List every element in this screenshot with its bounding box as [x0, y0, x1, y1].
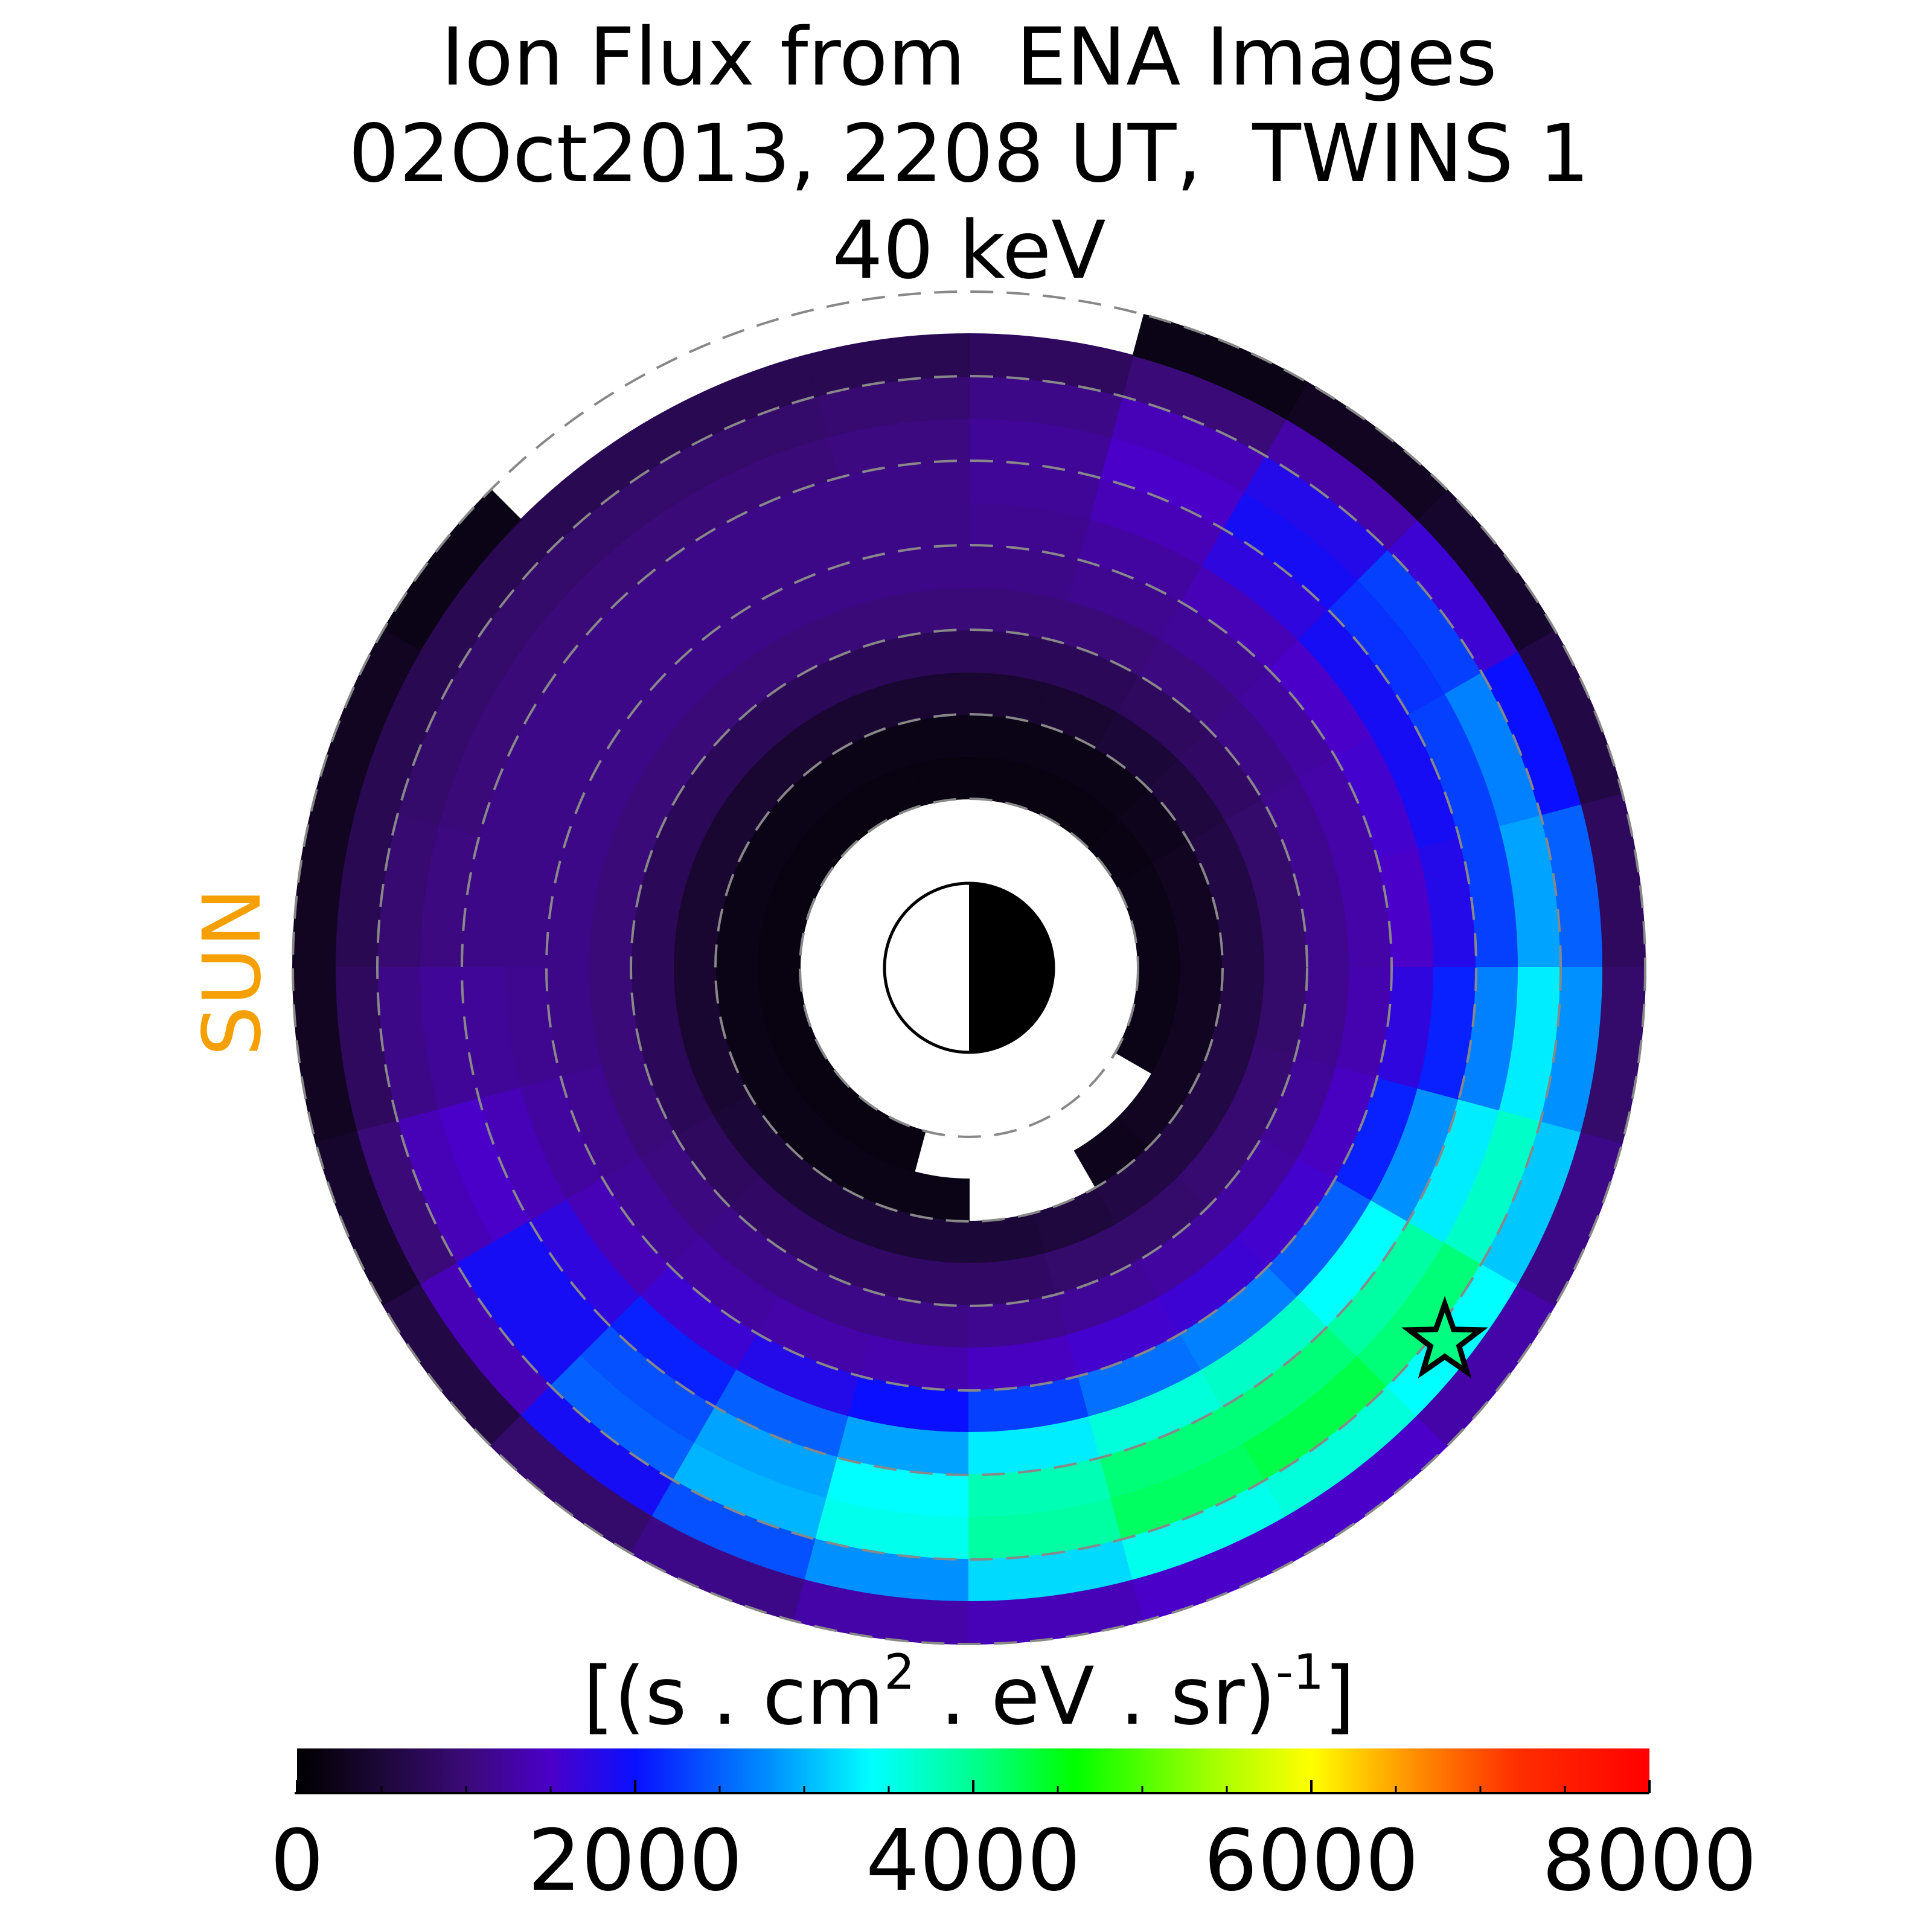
- chart-title: 02Oct2013, 2208 UT, TWINS 1: [348, 107, 1590, 200]
- earth-night: [969, 883, 1054, 1052]
- colorbar-label-part: [(s . cm: [583, 1650, 884, 1743]
- colorbar-tick-label: 2000: [528, 1812, 743, 1910]
- colorbar-label-part: ]: [1324, 1650, 1355, 1743]
- colorbar-label: [(s . cm2 . eV . sr)-1]: [583, 1644, 1355, 1743]
- grid-ring: [545, 544, 1393, 1392]
- chart-title: 40 keV: [832, 204, 1105, 297]
- grid-ring: [714, 713, 1224, 1223]
- colorbar-tick-label: 0: [270, 1812, 324, 1910]
- colorbar-tick-label: 4000: [866, 1812, 1081, 1910]
- sun-label: SUN: [186, 888, 279, 1056]
- chart-title: Ion Flux from ENA Images: [441, 11, 1497, 104]
- colorbar-label-part: . eV . sr): [915, 1650, 1276, 1743]
- grid-ring: [630, 629, 1308, 1307]
- grid-ring: [376, 375, 1562, 1561]
- colorbar-label-part: 2: [884, 1644, 915, 1700]
- colorbar-tick-label: 6000: [1204, 1812, 1419, 1910]
- grid-ring: [461, 459, 1477, 1476]
- grid-ring: [799, 798, 1139, 1138]
- grid-ring: [292, 290, 1646, 1645]
- spacecraft-marker: [1401, 1296, 1488, 1379]
- colorbar-label-part: -1: [1276, 1644, 1324, 1700]
- colorbar-tick-label: 8000: [1542, 1812, 1757, 1910]
